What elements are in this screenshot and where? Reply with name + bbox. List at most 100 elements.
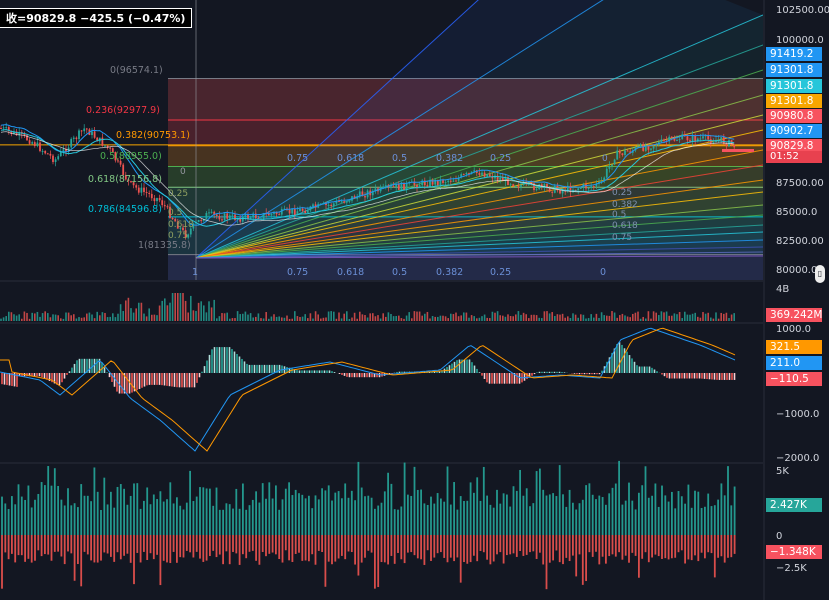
macd-histogram-bar bbox=[476, 368, 478, 373]
volume-bar bbox=[528, 318, 530, 321]
candle-body bbox=[733, 144, 736, 148]
fan-line[interactable] bbox=[195, 255, 763, 259]
volume-bar bbox=[41, 313, 44, 321]
volume-bar bbox=[621, 313, 624, 321]
fan-line[interactable] bbox=[195, 164, 763, 259]
sell-flow-bar bbox=[532, 535, 535, 552]
volume-bar bbox=[725, 312, 728, 321]
fan-line[interactable] bbox=[195, 129, 763, 259]
sell-flow-bar bbox=[24, 535, 26, 562]
candle-body bbox=[54, 159, 57, 163]
macd-histogram-bar bbox=[113, 373, 116, 387]
volume-bar bbox=[327, 311, 330, 321]
volume-bar bbox=[10, 312, 13, 321]
candle-body bbox=[330, 204, 333, 206]
macd-histogram-bar bbox=[221, 347, 223, 373]
volume-bar bbox=[655, 312, 657, 321]
fan-line[interactable] bbox=[195, 231, 763, 259]
buy-flow-bar bbox=[720, 483, 723, 535]
sell-flow-bar bbox=[176, 535, 178, 563]
fan-line[interactable] bbox=[195, 191, 763, 259]
buy-flow-bar bbox=[63, 505, 66, 535]
macd-histogram-bar bbox=[523, 373, 526, 381]
volume-bar bbox=[145, 316, 148, 321]
volume-bar bbox=[278, 316, 280, 321]
buy-flow-bar bbox=[364, 496, 366, 535]
buy-flow-bar bbox=[215, 487, 218, 535]
volume-bar bbox=[554, 315, 556, 321]
macd-histogram-bar bbox=[198, 373, 201, 378]
fan-line[interactable] bbox=[195, 44, 763, 259]
buy-flow-bar bbox=[400, 506, 403, 535]
volume-bar bbox=[330, 311, 332, 321]
buy-flow-bar bbox=[509, 506, 512, 535]
fan-line[interactable] bbox=[195, 246, 763, 259]
candle-body bbox=[639, 144, 642, 147]
candle-body bbox=[314, 204, 317, 208]
fan-line[interactable] bbox=[195, 149, 763, 259]
sell-flow-bar bbox=[707, 535, 710, 553]
sell-flow-bar bbox=[572, 535, 574, 556]
sell-flow-bar bbox=[502, 535, 505, 564]
candle-body bbox=[122, 164, 125, 176]
volume-bar bbox=[593, 317, 595, 321]
buy-flow-bar bbox=[463, 500, 465, 535]
fan-line[interactable] bbox=[195, 214, 763, 259]
macd-histogram-bar bbox=[693, 373, 696, 379]
macd-histogram-bar bbox=[606, 361, 608, 373]
buy-flow-bar bbox=[337, 491, 340, 535]
sell-flow-bar bbox=[393, 535, 396, 564]
macd-histogram-bar bbox=[451, 363, 453, 373]
volume-bar bbox=[143, 313, 145, 321]
sell-flow-bar bbox=[63, 535, 66, 565]
sell-flow-bar bbox=[331, 535, 333, 565]
sell-flow-bar bbox=[519, 535, 521, 552]
buy-flow-bar bbox=[370, 497, 373, 535]
sell-flow-bar bbox=[588, 535, 591, 553]
sell-flow-bar bbox=[354, 535, 356, 565]
candle-body bbox=[514, 186, 517, 188]
macd-histogram-bar bbox=[708, 373, 711, 380]
sell-flow-bar bbox=[100, 535, 102, 561]
sell-flow-bar bbox=[631, 535, 634, 553]
volume-bar bbox=[395, 316, 397, 321]
fan-line[interactable] bbox=[195, 0, 650, 259]
fan-label-zero: 0 bbox=[602, 154, 608, 164]
macd-histogram-bar bbox=[148, 373, 151, 385]
fan-line[interactable] bbox=[195, 204, 763, 259]
fan-line[interactable] bbox=[195, 14, 763, 259]
buy-flow-bar bbox=[146, 487, 149, 535]
sell-flow-bar bbox=[106, 535, 109, 554]
sell-flow-bar bbox=[189, 535, 191, 553]
buy-flow-bar bbox=[126, 504, 129, 535]
macd-histogram-bar bbox=[733, 373, 736, 380]
volume-bar bbox=[411, 318, 413, 321]
volume-bar bbox=[587, 318, 590, 321]
volume-bar bbox=[21, 318, 23, 321]
sell-flow-bar bbox=[727, 535, 729, 558]
scale-toggle-icon[interactable]: ▯ bbox=[815, 265, 825, 283]
fan-line[interactable] bbox=[195, 0, 500, 259]
volume-bar bbox=[569, 318, 572, 321]
candle-body bbox=[660, 139, 663, 143]
fan-line[interactable] bbox=[195, 69, 763, 259]
macd-histogram-bar bbox=[131, 373, 133, 393]
volume-bar bbox=[218, 316, 221, 321]
ma-line-slow bbox=[0, 131, 735, 226]
macd-histogram-bar bbox=[18, 373, 21, 377]
candle-body bbox=[392, 186, 395, 188]
fan-line[interactable] bbox=[195, 251, 763, 259]
fan-line[interactable] bbox=[195, 179, 763, 259]
sell-flow-bar bbox=[212, 535, 215, 551]
volume-bar bbox=[15, 315, 18, 321]
macd-histogram-bar bbox=[563, 372, 566, 373]
candle-body bbox=[637, 146, 639, 148]
candle-body bbox=[689, 140, 691, 142]
candle-body bbox=[325, 203, 327, 206]
fan-line[interactable] bbox=[195, 239, 763, 259]
fan-line[interactable] bbox=[195, 224, 763, 259]
volume-bar bbox=[262, 318, 265, 321]
macd-histogram-bar bbox=[38, 373, 41, 377]
volume-bar bbox=[606, 315, 608, 321]
